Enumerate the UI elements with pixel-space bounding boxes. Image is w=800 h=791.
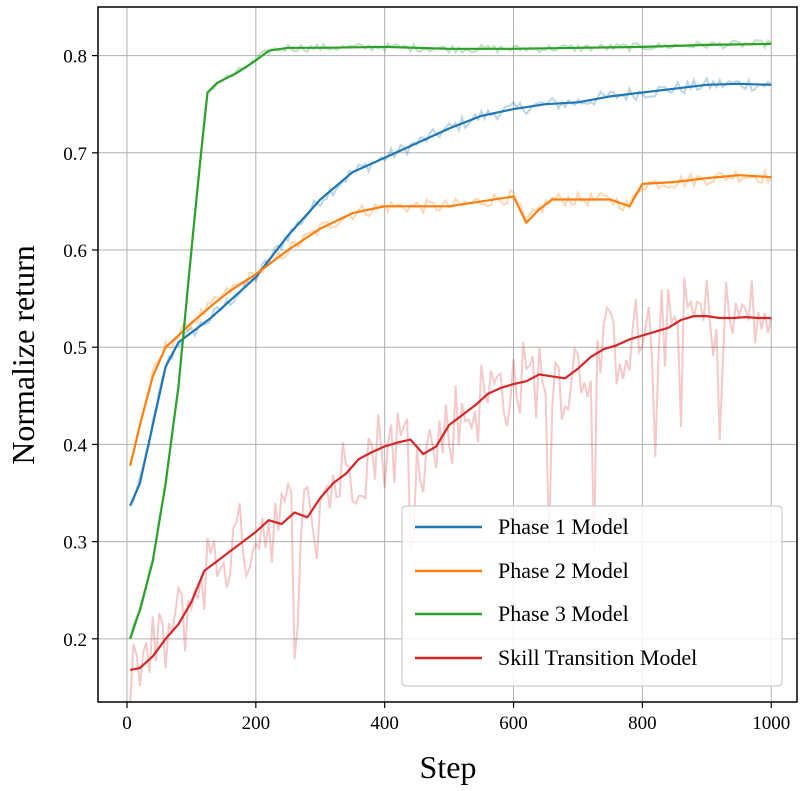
plot-frame xyxy=(97,6,798,703)
legend-box xyxy=(401,505,783,687)
y-tick-label: 0.6 xyxy=(63,241,87,262)
y-axis-label: Normalize return xyxy=(5,245,41,464)
grid xyxy=(98,7,797,702)
smoothed-series-layer xyxy=(129,42,772,671)
legend: Phase 1 Model Phase 2 Model Phase 3 Mode… xyxy=(401,505,783,687)
x-tick-label: 600 xyxy=(499,713,528,734)
y-tick-label: 0.3 xyxy=(63,533,87,554)
x-tick-label: 200 xyxy=(242,713,271,734)
y-tick-label: 0.5 xyxy=(63,338,87,359)
y-tick-label: 0.2 xyxy=(63,630,87,651)
x-tick-label: 400 xyxy=(370,713,399,734)
y-tick-label: 0.7 xyxy=(63,144,87,165)
x-tick-label: 800 xyxy=(628,713,657,734)
series-line-phase1 xyxy=(129,82,772,507)
legend-label-skill-transition: Skill Transition Model xyxy=(498,645,697,670)
axis-ticks: 0 200 400 600 800 1000 0.2 0.3 0.4 0.5 0.6 0.7 0.8 xyxy=(63,47,790,734)
series-line-phase3 xyxy=(129,42,772,640)
raw-series-line xyxy=(129,75,772,505)
x-axis-label: Step xyxy=(420,749,477,785)
legend-label-phase2: Phase 2 Model xyxy=(498,558,629,583)
legend-label-phase3: Phase 3 Model xyxy=(498,601,629,626)
x-tick-label: 1000 xyxy=(752,713,790,734)
y-tick-label: 0.8 xyxy=(63,47,87,68)
raw-series-line xyxy=(129,277,773,703)
series-line-skill-transition xyxy=(129,315,772,671)
x-tick-label: 0 xyxy=(122,713,132,734)
legend-label-phase1: Phase 1 Model xyxy=(498,514,629,539)
y-tick-label: 0.4 xyxy=(63,435,87,456)
